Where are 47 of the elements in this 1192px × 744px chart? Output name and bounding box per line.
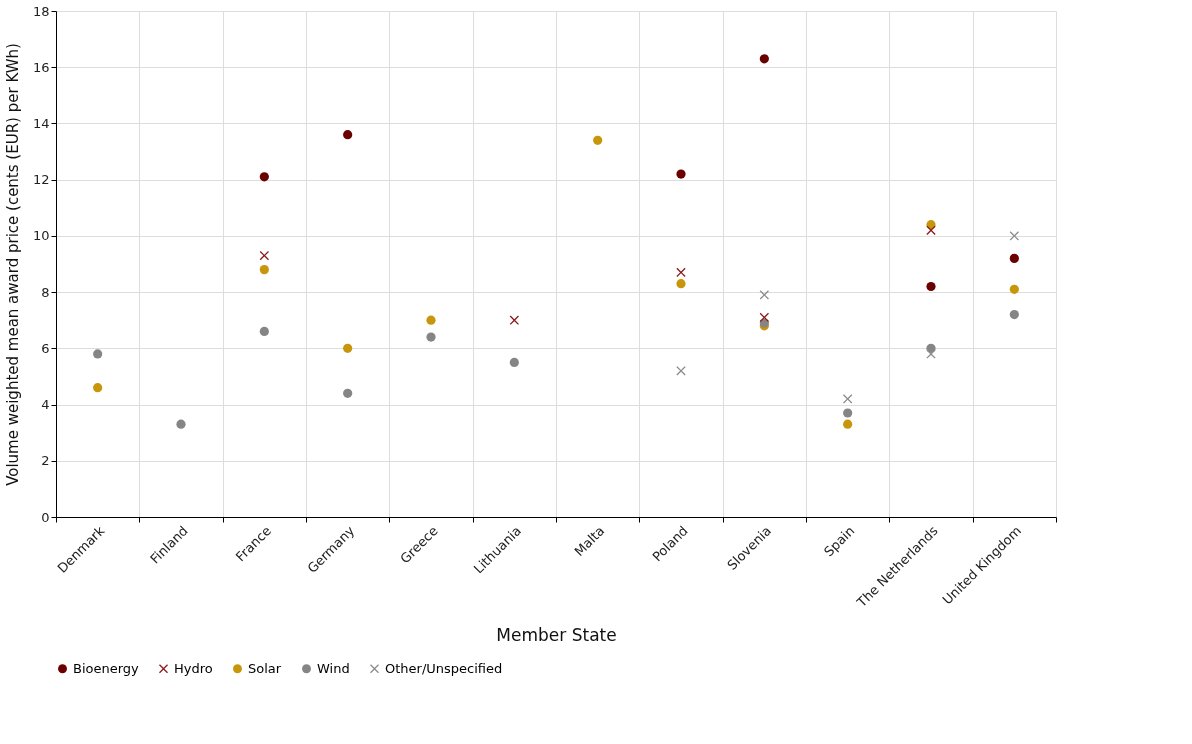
point: [926, 281, 936, 292]
point: [676, 267, 686, 278]
point: [259, 265, 269, 275]
point: [509, 315, 519, 325]
point: [343, 343, 353, 353]
legend-label: Solar: [248, 660, 282, 676]
y-tick-label: 18: [32, 3, 50, 19]
y-tick-label: 16: [32, 59, 50, 75]
legend-label: Hydro: [174, 660, 213, 676]
point: [593, 135, 603, 145]
legend-label: Bioenergy: [73, 660, 140, 676]
point: [843, 408, 853, 418]
point: [343, 130, 353, 140]
y-tick-label: 12: [32, 172, 50, 188]
point: [259, 172, 269, 182]
y-tick-label: 8: [41, 284, 50, 300]
point: [93, 349, 103, 359]
point: [1009, 253, 1019, 263]
point: [759, 54, 769, 64]
legend-label: Other/Unspecified: [385, 660, 503, 676]
point: [759, 290, 769, 300]
point: [93, 383, 103, 393]
y-axis-title: Volume weighted mean award price (cents (EUR) per KWh): [3, 43, 22, 486]
point: [1009, 310, 1019, 320]
point: [426, 315, 436, 325]
point: [676, 366, 686, 376]
point: [676, 169, 686, 179]
legend-label: Wind: [317, 660, 350, 676]
point: [343, 388, 353, 398]
point: [259, 250, 269, 261]
y-tick-label: 6: [41, 340, 50, 356]
point: [843, 394, 853, 404]
point: [1009, 231, 1019, 241]
y-tick-label: 14: [32, 115, 50, 131]
x-axis-title: Member State: [496, 624, 617, 645]
point: [509, 357, 519, 367]
y-tick-label: 0: [41, 509, 50, 525]
y-tick-label: 10: [32, 228, 50, 244]
point: [426, 332, 436, 342]
point: [1009, 284, 1019, 294]
point: [259, 326, 269, 337]
y-tick-label: 4: [41, 397, 50, 413]
point: [843, 419, 853, 429]
y-tick-label: 2: [41, 453, 50, 469]
point: [926, 225, 936, 235]
point: [676, 279, 686, 289]
point: [176, 419, 186, 429]
